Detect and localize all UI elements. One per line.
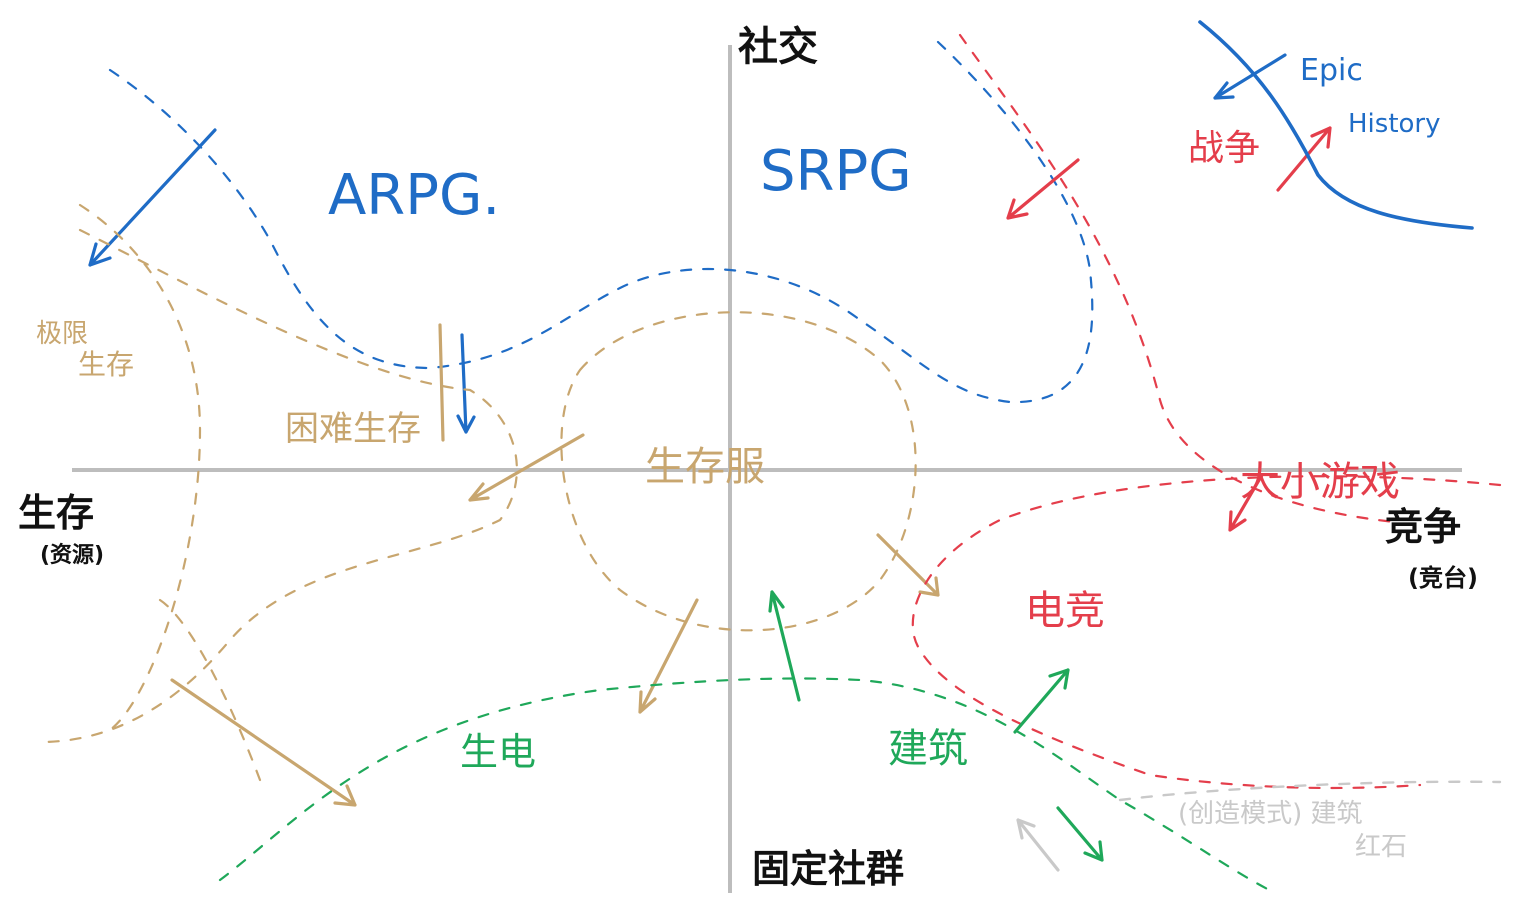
- label-arpg: ARPG.: [328, 163, 500, 228]
- axis-right-label: 竞争: [1385, 505, 1461, 549]
- label-extreme-survival-1: 极限: [36, 319, 88, 349]
- label-epic: Epic: [1300, 53, 1363, 88]
- label-building: 建筑: [888, 726, 968, 772]
- red-arrow-war: [1006, 158, 1080, 220]
- axis-bottom-label: 固定社群: [752, 847, 904, 891]
- red-arrow-epic: [1276, 126, 1332, 192]
- green-arrow-building: [1013, 668, 1070, 734]
- red-arrow-party: [1228, 473, 1264, 532]
- red-dashed-curve-2: [911, 475, 1502, 790]
- label-redstone: 红石: [1355, 832, 1407, 862]
- tan-outer-curve: [78, 203, 202, 732]
- tan-arrow-hard-survival: [438, 323, 445, 442]
- axis-left-label: 生存: [18, 491, 94, 535]
- label-esports: 电竞: [1025, 588, 1105, 634]
- label-creative: (创造模式) 建筑: [1178, 799, 1363, 829]
- blue-arrow-epic: [1213, 53, 1287, 100]
- label-war: 战争: [1188, 128, 1260, 169]
- tan-arrow-long: [170, 678, 357, 807]
- blue-arrow-down-left: [88, 128, 217, 267]
- tan-arrow-left: [468, 433, 585, 502]
- green-arrow-up: [768, 590, 801, 702]
- tan-inner-curve: [43, 228, 518, 744]
- green-arrow-creative: [1056, 806, 1104, 862]
- tan-arrow-down-left: [638, 598, 699, 714]
- tan-lower-curve: [158, 598, 262, 782]
- tan-arrow-down-right: [876, 533, 940, 597]
- epic-history-curve: [1198, 20, 1474, 230]
- label-extreme-survival-2: 生存: [78, 348, 134, 381]
- label-party-games: 大小游戏: [1240, 459, 1400, 505]
- axis-right-sublabel: (竞台): [1408, 564, 1478, 592]
- gray-arrow-up: [1016, 818, 1060, 872]
- axis-left-sublabel: (资源): [40, 543, 104, 568]
- axis-top-label: 社交: [738, 24, 818, 70]
- label-history: History: [1348, 109, 1441, 139]
- label-survival-server: 生存服: [645, 444, 765, 490]
- blue-arrow-down: [456, 333, 476, 434]
- blue-dashed-curve: [108, 40, 1094, 404]
- red-dashed-curve-1: [958, 33, 1397, 524]
- gray-dashed-curve: [1118, 780, 1502, 802]
- label-srpg: SRPG: [760, 139, 912, 204]
- label-hard-survival: 困难生存: [285, 409, 421, 449]
- tan-oval: [560, 311, 917, 632]
- label-factory: 生电: [460, 730, 536, 774]
- green-dashed-curve: [218, 677, 1277, 895]
